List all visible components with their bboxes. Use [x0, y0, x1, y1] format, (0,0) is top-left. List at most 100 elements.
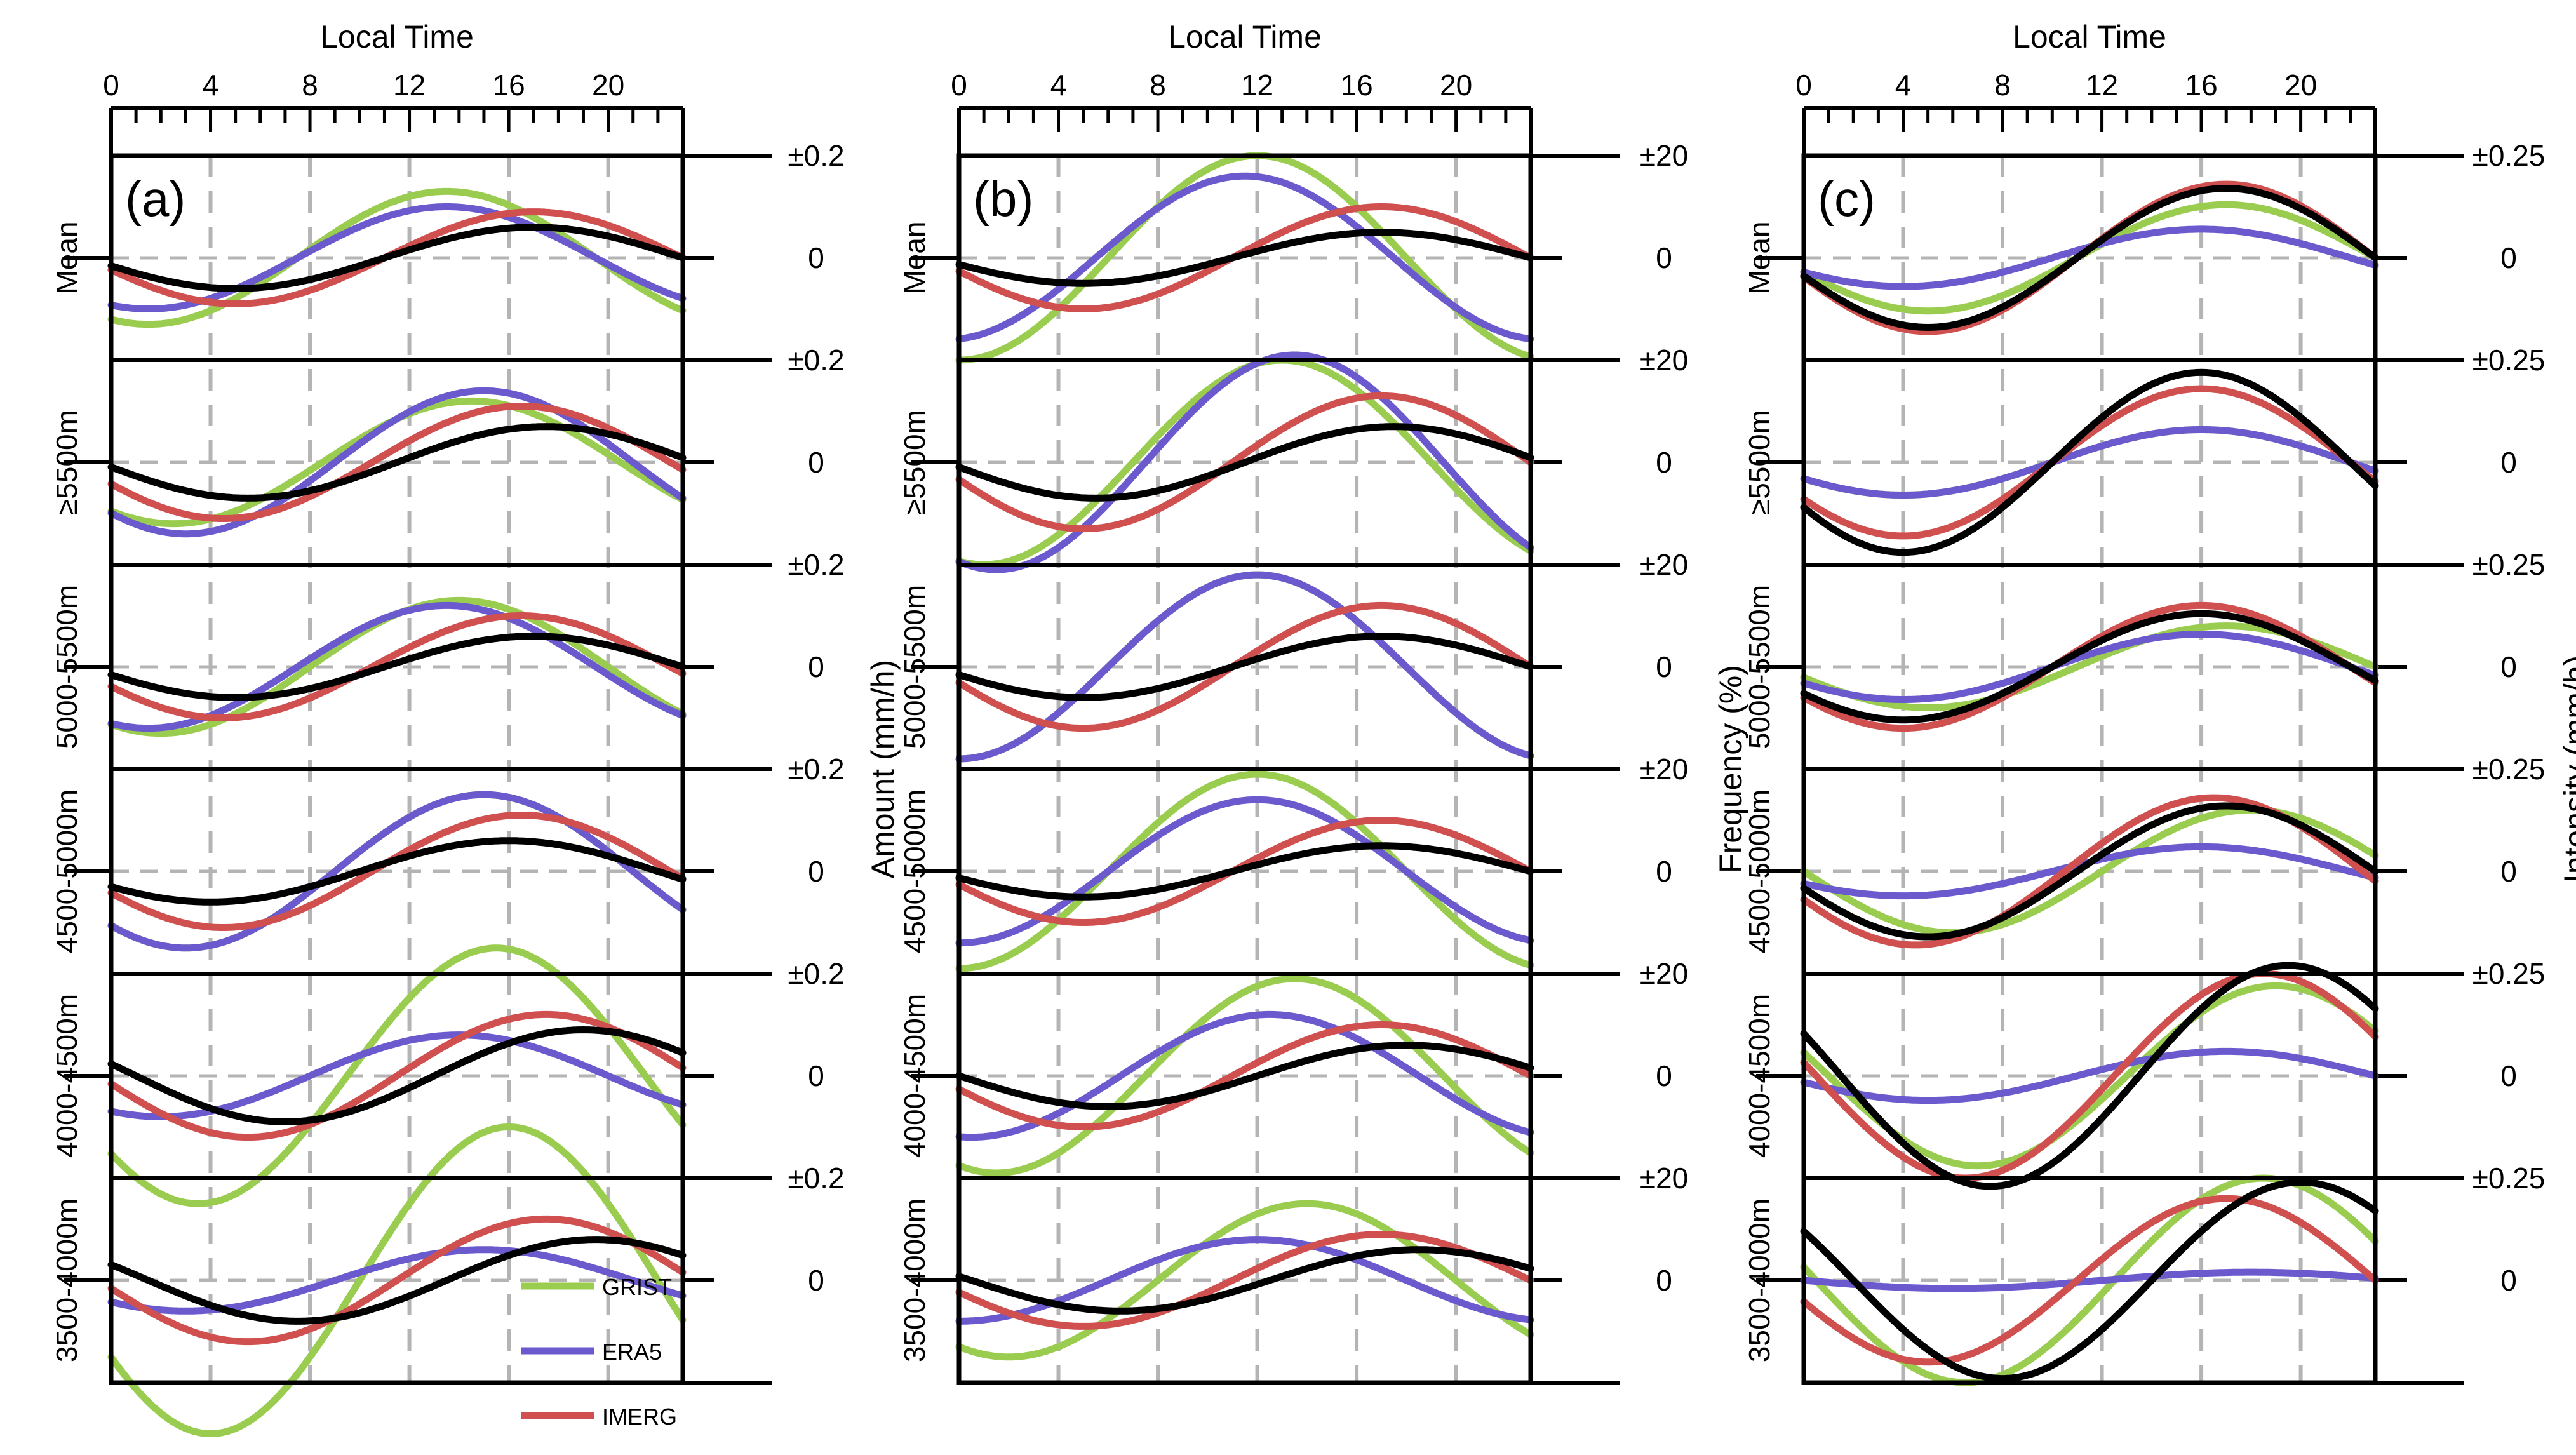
row-label: 4000-4500m: [50, 994, 83, 1158]
row-label: 3500-4000m: [1743, 1198, 1776, 1362]
x-tick-label: 4: [1895, 69, 1912, 102]
x-axis-title: Local Time: [320, 19, 474, 55]
x-tick-label: 20: [1440, 69, 1472, 102]
x-tick-label: 12: [393, 69, 426, 102]
row-label: 4500-5000m: [898, 789, 931, 953]
range-label: ±0.2: [788, 548, 844, 581]
legend: GRISTERA5IMERGCMPA: [521, 1274, 677, 1430]
x-tick-label: 12: [1241, 69, 1273, 102]
range-label: ±0.2: [788, 957, 844, 990]
series-line-cmpa: [955, 842, 1534, 901]
series-line-era5: [955, 172, 1534, 343]
x-tick-label: 20: [592, 69, 624, 102]
x-tick-label: 20: [2284, 69, 2317, 102]
series-line-cmpa: [955, 229, 1534, 287]
series-line-imerg: [107, 812, 687, 931]
panel-frame: [956, 153, 1533, 1385]
series-line-era5: [1800, 631, 2379, 703]
row-label: Mean: [50, 221, 83, 294]
y-axis-title: Frequency (%): [1713, 665, 1748, 873]
x-tick-label: 0: [103, 69, 119, 102]
series-line-era5: [1800, 426, 2379, 499]
series-line-era5: [955, 796, 1534, 947]
series-line-grist: [1800, 806, 2379, 937]
legend-label: IMERG: [602, 1404, 677, 1430]
series-line-era5: [107, 791, 687, 952]
panel-1: Mean ±20 0 ≥5500m ±20 0 5000-5500m ±20 0 4500-500…: [898, 19, 1748, 1385]
panel-frame: [109, 153, 685, 1385]
series-line-grist: [955, 1200, 1534, 1361]
series-line-cmpa: [107, 224, 687, 292]
range-label: ±0.2: [788, 139, 844, 172]
y-axis-title: Amount (mm/h): [865, 660, 901, 879]
zero-label: 0: [2500, 1264, 2517, 1297]
row-label: 4500-5000m: [1743, 789, 1776, 953]
series-line-cmpa: [955, 1042, 1534, 1110]
series-line-imerg: [955, 1021, 1534, 1130]
panel-label: (a): [125, 171, 185, 227]
range-label: ±0.25: [2472, 1162, 2546, 1195]
range-label: ±20: [1640, 344, 1688, 377]
row-label: 5000-5500m: [1743, 585, 1776, 749]
legend-label: ERA5: [602, 1339, 662, 1365]
series-line-imerg: [107, 1215, 687, 1346]
series-line-cmpa: [1800, 610, 2379, 724]
panel-0: Mean ±0.2 0 ≥5500m ±0.2 0 5000-5500m ±0.2 0 4500-…: [50, 19, 901, 1437]
series-line-grist: [107, 944, 687, 1207]
range-label: ±0.25: [2472, 344, 2546, 377]
series-line-era5: [1800, 1047, 2379, 1104]
range-label: ±0.25: [2472, 548, 2546, 581]
x-tick-label: 16: [2185, 69, 2218, 102]
series-line-era5: [1800, 1268, 2379, 1292]
series-line-cmpa: [107, 633, 687, 701]
series-line-cmpa: [955, 633, 1534, 701]
row-label: ≥5500m: [50, 410, 83, 515]
zero-label: 0: [2500, 1059, 2517, 1092]
x-tick-label: 0: [1795, 69, 1812, 102]
row-label: 4000-4500m: [898, 994, 931, 1158]
range-label: ±0.2: [788, 344, 844, 377]
series-line-era5: [107, 1031, 687, 1120]
series-line-cmpa: [955, 1246, 1534, 1315]
x-tick-label: 8: [302, 69, 318, 102]
panel-frame: [1801, 153, 2378, 1385]
row-label: ≥5500m: [898, 410, 931, 515]
range-label: ±20: [1640, 753, 1688, 786]
row-label: ≥5500m: [1743, 410, 1776, 515]
series-line-era5: [955, 571, 1534, 763]
series-line-cmpa: [955, 423, 1534, 502]
zero-label: 0: [808, 650, 824, 683]
row-label: Mean: [898, 221, 931, 294]
zero-label: 0: [2500, 855, 2517, 888]
series-line-grist: [955, 571, 1534, 763]
zero-label: 0: [1656, 446, 1672, 479]
panel-label: (c): [1818, 171, 1875, 227]
series-line-era5: [1800, 225, 2379, 290]
panel-label: (b): [973, 171, 1033, 227]
legend-label: GRIST: [602, 1274, 672, 1300]
series-line-imerg: [955, 392, 1534, 533]
range-label: ±0.25: [2472, 139, 2546, 172]
row-label: Mean: [1743, 221, 1776, 294]
x-tick-label: 0: [951, 69, 967, 102]
zero-label: 0: [808, 241, 824, 274]
x-tick-label: 4: [203, 69, 219, 102]
range-label: ±20: [1640, 957, 1688, 990]
series-line-imerg: [1800, 601, 2379, 732]
zero-label: 0: [1656, 650, 1672, 683]
range-label: ±0.2: [788, 1162, 844, 1195]
zero-label: 0: [2500, 650, 2517, 683]
x-tick-label: 16: [1341, 69, 1373, 102]
zero-label: 0: [1656, 855, 1672, 888]
series-line-cmpa: [107, 1236, 687, 1325]
row-label: 3500-4000m: [50, 1198, 83, 1362]
series-line-imerg: [1800, 1195, 2379, 1366]
x-tick-label: 8: [1150, 69, 1166, 102]
zero-label: 0: [808, 1264, 824, 1297]
x-tick-label: 16: [493, 69, 525, 102]
x-tick-label: 4: [1050, 69, 1067, 102]
row-label: 4500-5000m: [50, 789, 83, 953]
row-label: 3500-4000m: [898, 1198, 931, 1362]
panel-2: Mean ±0.25 0 ≥5500m ±0.25 0 5000-5500m ±0.25 0 45…: [1743, 19, 2576, 1386]
